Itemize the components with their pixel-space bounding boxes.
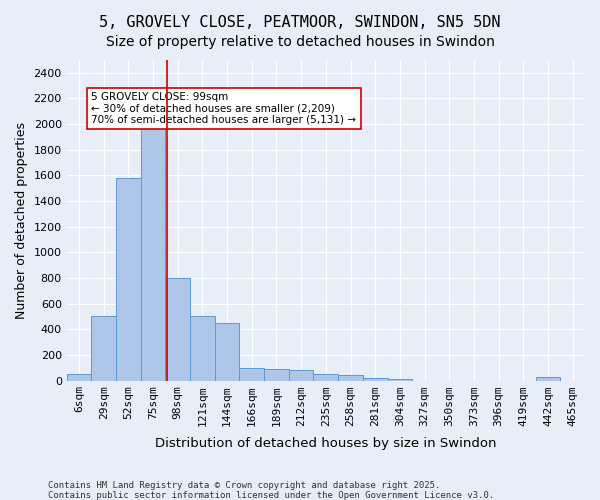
Text: 5, GROVELY CLOSE, PEATMOOR, SWINDON, SN5 5DN: 5, GROVELY CLOSE, PEATMOOR, SWINDON, SN5…: [99, 15, 501, 30]
Bar: [239, 368, 264, 380]
Bar: [91, 316, 116, 380]
Text: 5 GROVELY CLOSE: 99sqm
← 30% of detached houses are smaller (2,209)
70% of semi-: 5 GROVELY CLOSE: 99sqm ← 30% of detached…: [91, 92, 356, 126]
X-axis label: Distribution of detached houses by size in Swindon: Distribution of detached houses by size …: [155, 437, 497, 450]
Bar: [338, 376, 363, 380]
Bar: [536, 376, 560, 380]
Bar: [215, 323, 239, 380]
Bar: [166, 278, 190, 380]
Y-axis label: Number of detached properties: Number of detached properties: [15, 122, 28, 319]
Bar: [363, 378, 388, 380]
Text: Contains public sector information licensed under the Open Government Licence v3: Contains public sector information licen…: [48, 491, 494, 500]
Text: Size of property relative to detached houses in Swindon: Size of property relative to detached ho…: [106, 35, 494, 49]
Bar: [116, 178, 141, 380]
Bar: [313, 374, 338, 380]
Bar: [141, 118, 166, 380]
Bar: [388, 379, 412, 380]
Bar: [190, 316, 215, 380]
Bar: [289, 370, 313, 380]
Text: Contains HM Land Registry data © Crown copyright and database right 2025.: Contains HM Land Registry data © Crown c…: [48, 481, 440, 490]
Bar: [67, 374, 91, 380]
Bar: [264, 369, 289, 380]
